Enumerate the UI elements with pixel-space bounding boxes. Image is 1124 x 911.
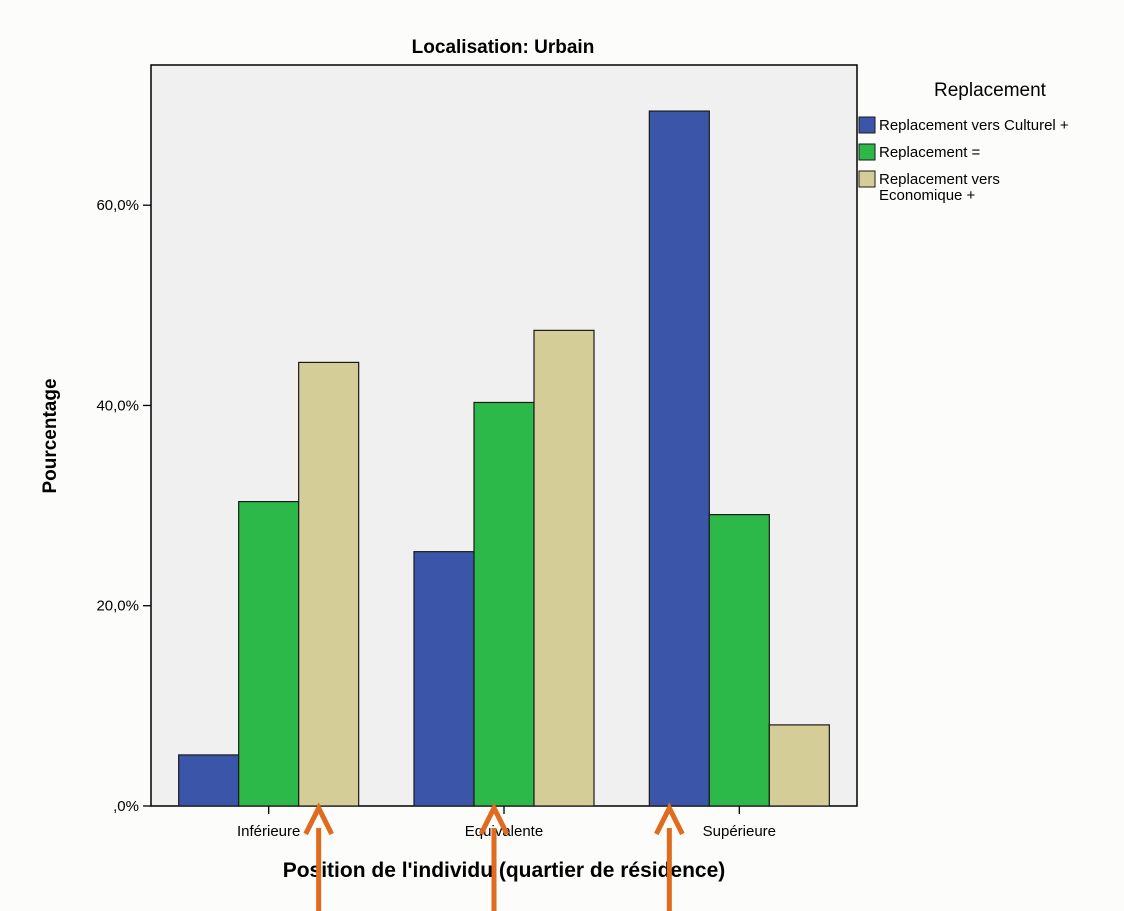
chart-title: Localisation: Urbain <box>412 37 595 58</box>
y-tick-label: ,0% <box>113 798 139 815</box>
y-tick-label: 60,0% <box>96 197 139 214</box>
legend-label: Replacement = <box>879 144 981 161</box>
bars-group <box>178 110 830 807</box>
y-tick-label: 20,0% <box>96 598 139 615</box>
annotation-arrow <box>303 802 334 911</box>
annotation-arrow <box>478 802 510 911</box>
bar-supérieure-series-1 <box>648 110 710 807</box>
bar-equivalente-series-1 <box>413 551 475 807</box>
bar-supérieure-series-2 <box>708 514 770 807</box>
x-tick-label: Supérieure <box>703 823 776 840</box>
bar-inférieure-series-2 <box>238 500 300 807</box>
legend-title: Replacement <box>934 80 1047 101</box>
bar-inférieure-series-1 <box>178 754 240 807</box>
y-axis-label: Pourcentage <box>40 378 61 493</box>
legend-label: Replacement vers Economique + <box>879 171 1000 204</box>
annotation-arrows <box>303 802 685 911</box>
legend-swatch <box>858 116 876 134</box>
legend-swatch <box>858 143 876 161</box>
x-axis-label: Position de l'individu (quartier de rési… <box>283 859 726 882</box>
bar-inférieure-series-3 <box>298 361 360 807</box>
legend: Replacement Replacement vers Culturel + R… <box>858 80 1069 204</box>
y-axis: ,0% 20,0% 40,0% 60,0% <box>96 197 151 815</box>
y-tick-label: 40,0% <box>96 397 139 414</box>
bar-equivalente-series-2 <box>473 401 535 807</box>
x-tick-label: Inférieure <box>237 823 300 840</box>
annotation-arrow <box>654 802 685 911</box>
bar-equivalente-series-3 <box>533 329 595 807</box>
bar-supérieure-series-3 <box>768 724 830 807</box>
legend-swatch <box>858 170 876 188</box>
legend-label: Replacement vers Culturel + <box>879 117 1069 134</box>
